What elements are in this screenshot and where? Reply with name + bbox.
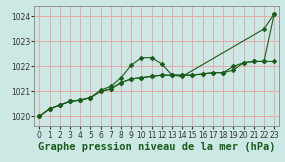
X-axis label: Graphe pression niveau de la mer (hPa): Graphe pression niveau de la mer (hPa) bbox=[38, 142, 276, 152]
